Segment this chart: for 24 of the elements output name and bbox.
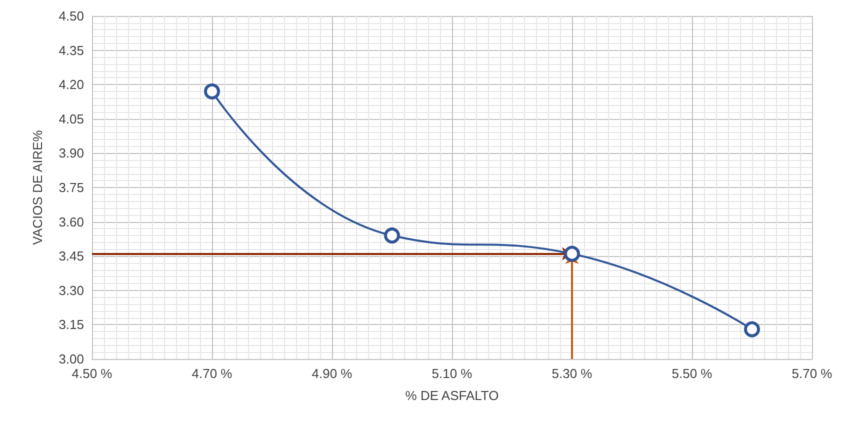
x-axis-title: % DE ASFALTO [405,388,499,403]
x-tick-label: 5.30 % [552,366,593,381]
point [384,228,400,244]
y-tick-label: 3.45 [58,248,84,264]
x-tick-label: 5.70 % [792,366,833,381]
y-axis-title: VACIOS DE AIRE% [30,130,45,245]
y-tick-label: 3.00 [58,352,84,366]
y-tick-label: 4.35 [58,42,84,58]
y-tick-label: 3.60 [58,214,84,230]
x-tick-label: 4.90 % [312,366,353,381]
y-tick-label: 3.90 [58,146,84,161]
x-tick-label: 4.50 % [72,366,113,381]
y-tick-label: 3.30 [58,282,84,298]
x-tick-label: 5.50 % [672,366,713,381]
y-tick-label: 3.75 [58,180,84,195]
x-tick-label: 5.10 % [432,366,473,381]
y-tick-label: 3.15 [58,317,84,332]
point [564,246,580,262]
y-tick-label: 4.50 [58,8,84,24]
point [204,83,220,100]
x-tick-label: 4.70 % [192,366,233,381]
y-tick-label: 4.05 [58,111,84,126]
point [744,321,760,338]
y-tick-label: 4.20 [58,77,84,92]
